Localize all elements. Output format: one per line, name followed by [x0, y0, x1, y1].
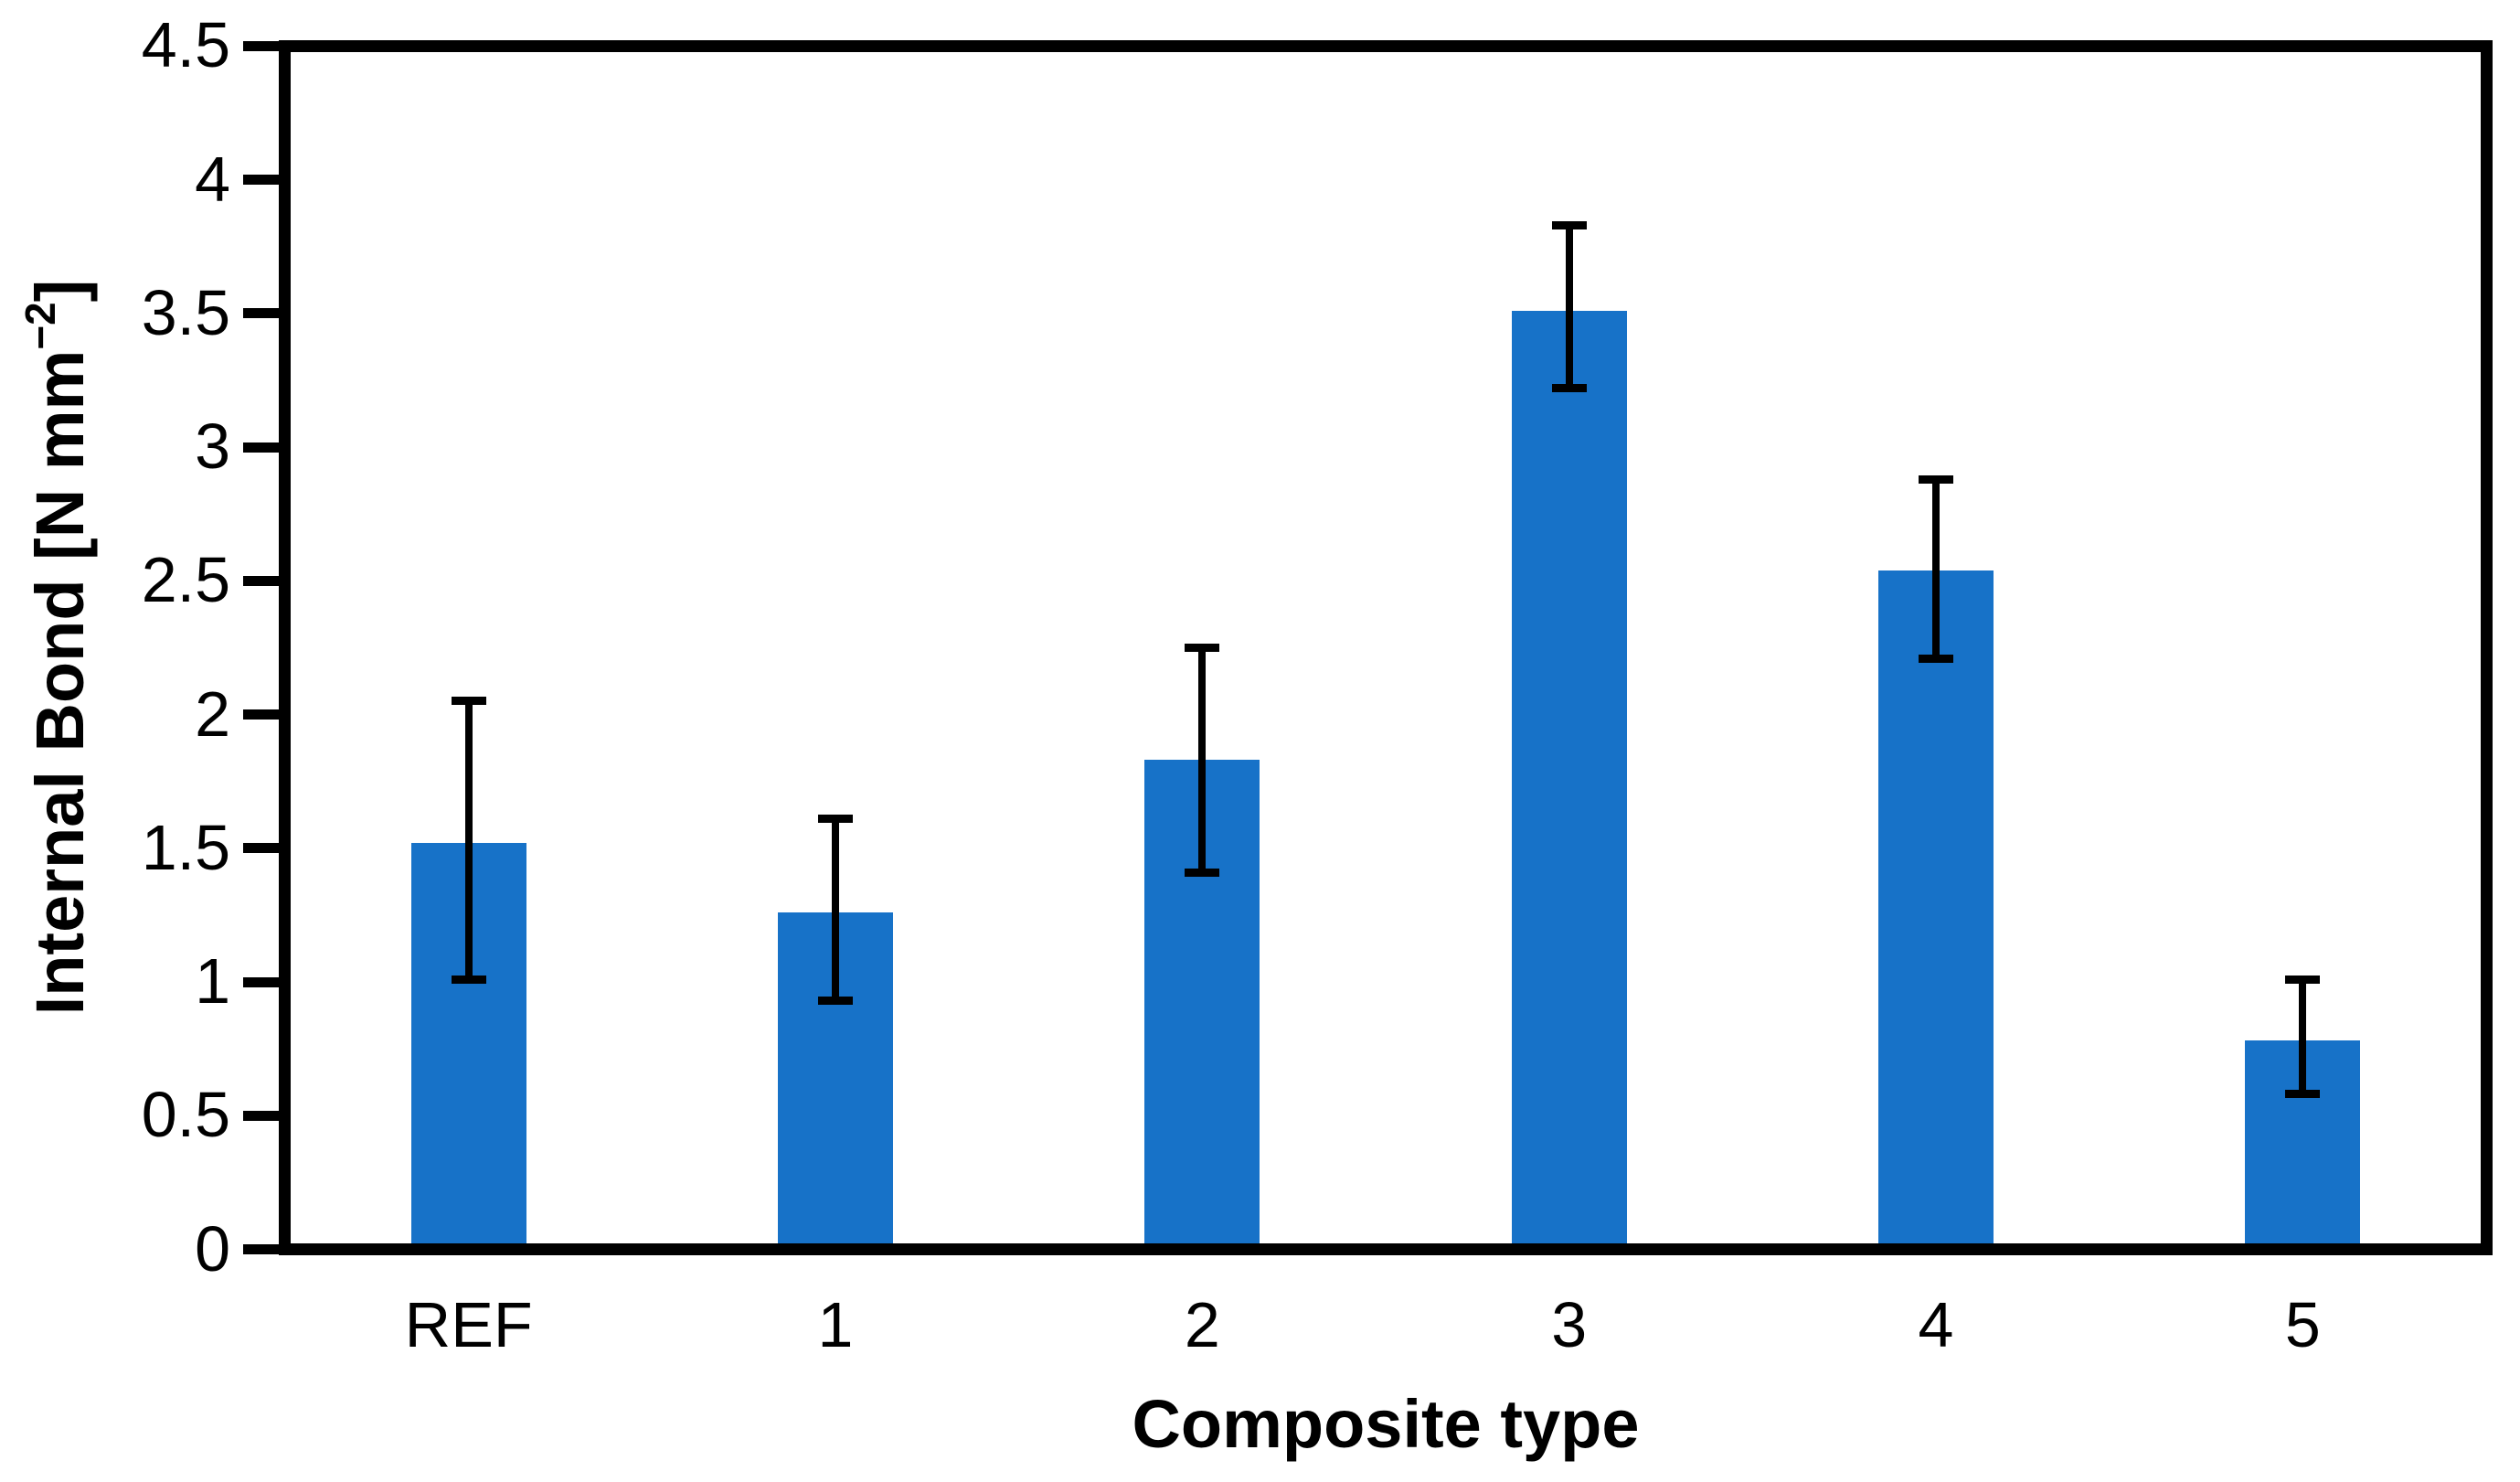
error-bar-cap-bottom: [818, 996, 853, 1005]
y-tick-label: 4.5: [141, 9, 230, 81]
y-axis-tick: [243, 709, 285, 720]
error-bar-cap-bottom: [1551, 384, 1587, 393]
y-tick-label: 2.5: [141, 544, 230, 616]
y-axis-tick: [243, 308, 285, 319]
error-bar-line: [1565, 225, 1573, 389]
y-axis-title: Internal Bond [N mm−2]: [16, 280, 98, 1016]
error-bar-line: [1198, 647, 1207, 873]
error-bar-cap-bottom: [1919, 654, 1953, 663]
y-tick-label: 2: [195, 677, 230, 750]
y-tick-label: 3: [195, 410, 230, 482]
error-bar-line: [832, 818, 839, 1001]
y-tick-label: 0: [195, 1212, 230, 1285]
x-tick-label-5: 5: [2284, 1289, 2321, 1360]
y-tick-label: 1: [195, 945, 230, 1017]
error-bar-cap-top: [1919, 474, 1953, 484]
error-bar-cap-bottom: [1185, 868, 1220, 877]
y-tick-label: 4: [195, 143, 230, 215]
y-axis-tick: [243, 976, 285, 987]
bar-3: [1511, 310, 1627, 1253]
y-axis-tick: [243, 575, 285, 586]
error-bar-cap-bottom: [451, 975, 486, 984]
plot-frame: [279, 40, 2493, 1255]
x-tick-label-2: 2: [1184, 1289, 1220, 1360]
error-bar-cap-bottom: [2285, 1090, 2321, 1099]
y-axis-tick: [243, 442, 285, 453]
bar-4: [1878, 570, 1994, 1253]
x-tick-label-3: 3: [1551, 1289, 1588, 1360]
error-bar-line: [1932, 479, 1940, 659]
error-bar-cap-top: [1551, 220, 1587, 229]
error-bar-cap-top: [451, 697, 486, 706]
y-tick-label: 3.5: [141, 276, 230, 348]
y-axis-tick: [243, 1244, 285, 1254]
error-bar-cap-top: [2285, 975, 2321, 984]
error-bar-line: [464, 700, 473, 980]
y-axis-tick: [243, 843, 285, 854]
error-bar-line: [2299, 979, 2307, 1094]
error-bar-cap-top: [818, 815, 853, 824]
x-axis-title: Composite type: [1132, 1386, 1640, 1462]
y-axis-tick: [243, 40, 285, 51]
y-tick-label: 0.5: [141, 1079, 230, 1151]
y-axis-tick: [243, 1110, 285, 1121]
error-bar-cap-top: [1185, 643, 1220, 652]
x-tick-label-1: 1: [817, 1289, 854, 1360]
y-tick-label: 1.5: [141, 811, 230, 883]
x-tick-label-REF: REF: [404, 1289, 533, 1360]
x-tick-label-4: 4: [1918, 1289, 1954, 1360]
y-axis-tick: [243, 175, 285, 185]
